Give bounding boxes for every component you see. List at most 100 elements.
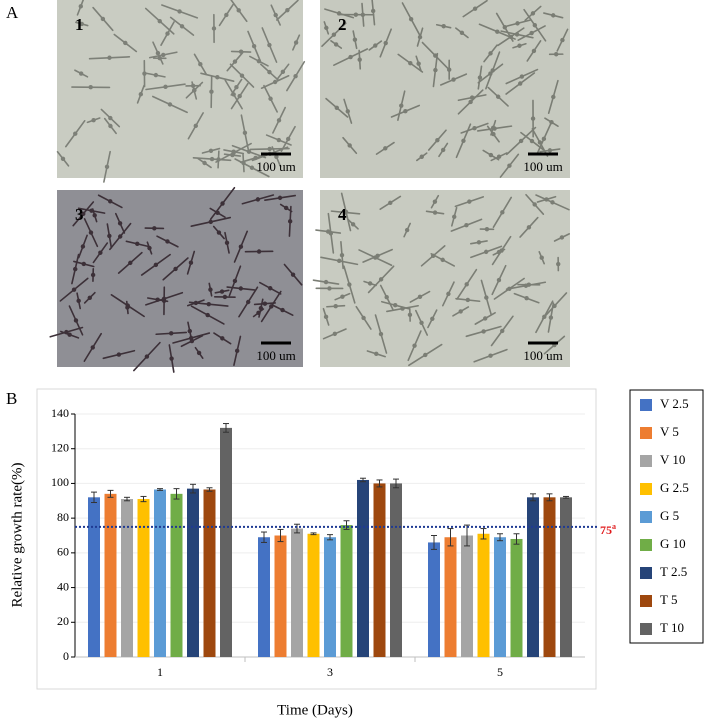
cell-body <box>257 249 261 253</box>
cell-body <box>256 197 260 201</box>
legend-label: V 5 <box>660 424 679 439</box>
legend-label: V 2.5 <box>660 396 689 411</box>
cell-body <box>189 260 193 264</box>
reference-superscript: a <box>612 522 616 531</box>
cell-body <box>542 137 546 141</box>
cell-body <box>177 9 181 13</box>
cell-body <box>489 153 493 157</box>
cell-body <box>497 154 501 158</box>
cell-body <box>550 200 554 204</box>
y-tick-label: 80 <box>57 510 69 524</box>
cell-body <box>351 222 355 226</box>
panel-label: A <box>6 3 19 22</box>
cell-body <box>332 32 336 36</box>
cell-body <box>542 315 546 319</box>
cell-body <box>252 44 256 48</box>
y-tick-label: 0 <box>63 649 69 663</box>
bar <box>428 542 440 657</box>
y-tick-label: 60 <box>57 545 69 559</box>
bar <box>308 534 320 657</box>
cell-body <box>154 73 158 77</box>
cell-body <box>353 37 357 41</box>
cell-body <box>207 302 211 306</box>
cell-body <box>556 262 560 266</box>
cell-body <box>273 13 277 17</box>
cell-body <box>173 267 177 271</box>
cell-body <box>209 220 213 224</box>
cell-body <box>243 131 247 135</box>
cell-body <box>281 70 285 74</box>
cell-body <box>233 59 237 63</box>
cell-body <box>225 241 229 245</box>
cell-body <box>74 318 78 322</box>
cell-body <box>108 124 112 128</box>
cell-body <box>107 234 111 238</box>
cell-body <box>169 331 173 335</box>
cell-body <box>268 97 272 101</box>
bar <box>105 494 117 657</box>
cell-body <box>212 26 216 30</box>
cell-body <box>485 227 489 231</box>
cell-body <box>507 163 511 167</box>
cell-body <box>277 118 281 122</box>
cell-body <box>418 295 422 299</box>
cell-body <box>278 196 282 200</box>
cell-body <box>532 202 536 206</box>
cell-body <box>483 316 487 320</box>
bar <box>291 529 303 657</box>
cell-body <box>239 286 243 290</box>
cell-body <box>117 352 121 356</box>
cell-body <box>491 126 495 130</box>
cell-body <box>423 353 427 357</box>
cell-body <box>466 298 470 302</box>
cell-body <box>348 55 352 59</box>
cell-body <box>379 277 383 281</box>
legend-label: G 5 <box>660 508 679 523</box>
cell-body <box>347 282 351 286</box>
cell-body <box>72 287 76 291</box>
cell-body <box>324 315 328 319</box>
cell-body <box>481 329 485 333</box>
cell-body <box>452 215 456 219</box>
legend-swatch <box>640 483 652 495</box>
cell-body <box>435 138 439 142</box>
cell-body <box>142 71 146 75</box>
cell-body <box>340 294 344 298</box>
bar <box>511 539 523 657</box>
cell-body <box>79 4 83 8</box>
cell-body <box>224 13 228 17</box>
bar <box>324 537 336 657</box>
cell-body <box>223 295 227 299</box>
cell-body <box>293 74 297 78</box>
error-bar <box>563 496 569 498</box>
cell-body <box>337 259 341 263</box>
cell-body <box>267 70 271 74</box>
cell-body <box>333 304 337 308</box>
bar <box>527 497 539 657</box>
bar <box>560 497 572 657</box>
cell-body <box>220 201 224 205</box>
cell-body <box>441 258 445 262</box>
cell-body <box>165 239 169 243</box>
cell-body <box>246 300 250 304</box>
image-label: 1 <box>75 15 84 34</box>
cell-body <box>73 267 77 271</box>
cell-body <box>524 296 528 300</box>
cell-body <box>560 38 564 42</box>
cell-body <box>88 296 92 300</box>
cell-body <box>191 84 195 88</box>
bar <box>390 483 402 657</box>
cell-body <box>105 165 109 169</box>
cell-body <box>324 26 328 30</box>
cell-body <box>267 43 271 47</box>
cell-body <box>180 24 184 28</box>
bar <box>154 490 166 657</box>
x-axis-title: Time (Days) <box>277 702 353 718</box>
x-tick-label: 3 <box>327 665 333 679</box>
cell-body <box>135 242 139 246</box>
cell-body <box>433 210 437 214</box>
cell-body <box>549 315 553 319</box>
scale-bar-label: 100 um <box>256 159 295 174</box>
cell-body <box>126 303 130 307</box>
cell-body <box>240 73 244 77</box>
